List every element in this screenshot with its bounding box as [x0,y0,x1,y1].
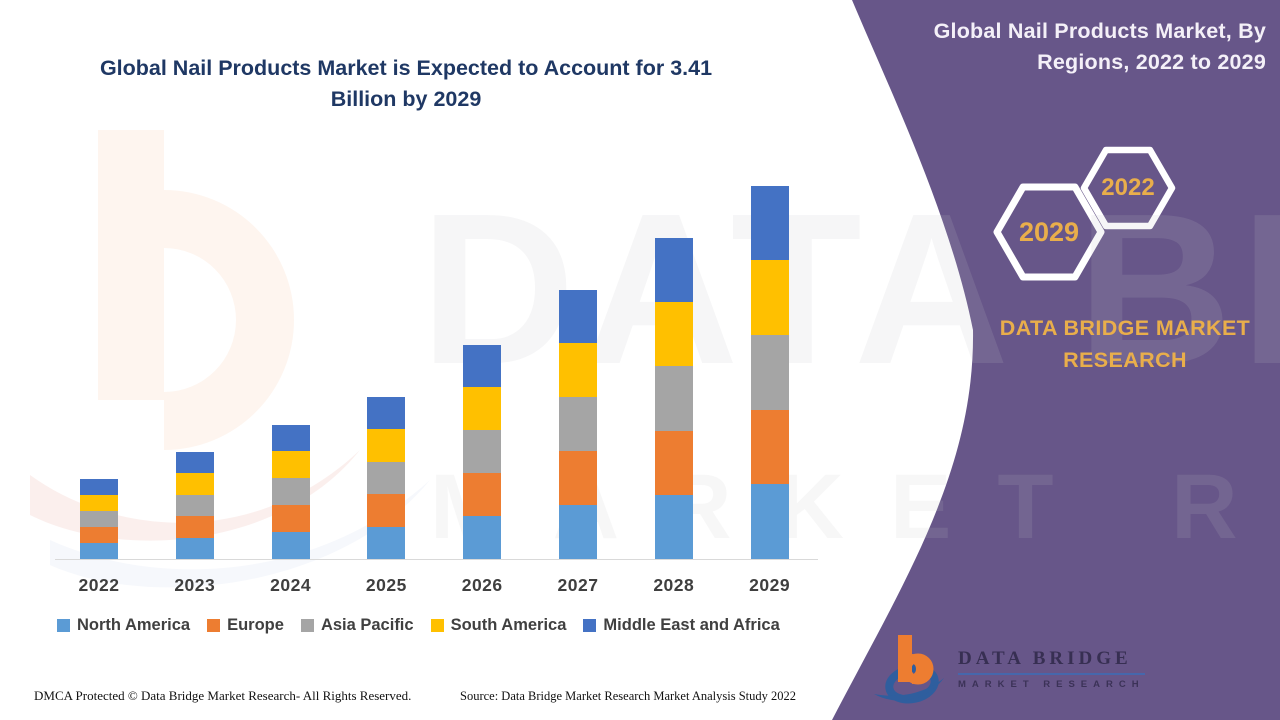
x-axis-label-2029: 2029 [749,575,791,595]
stacked-bar-2022 [80,479,118,559]
bar-segment-south-america [175,473,214,495]
legend-label: South America [450,616,567,634]
legend-item-europe: Europe [207,616,284,635]
dbmr-logo-icon [874,635,944,704]
bar-segment-europe [463,473,502,517]
bar-segment-middle-east-and-africa [559,289,597,344]
x-axis-line [55,559,818,560]
bar-segment-south-america [750,260,789,335]
bar-segment-south-america [559,343,597,398]
bar-segment-middle-east-and-africa [750,185,789,261]
stacked-bar-2023 [175,451,214,559]
dbmr-logo-divider [958,673,1145,675]
bar-segment-middle-east-and-africa [80,479,118,495]
brand-text: DATA BRIDGE MARKET RESEARCH [999,316,1251,372]
bar-segment-middle-east-and-africa [175,451,214,473]
bar-segment-north-america [559,505,597,559]
bar-segment-asia-pacific [367,461,406,495]
bar-segment-asia-pacific [463,430,502,474]
stacked-bar-2026 [463,344,502,559]
stacked-bar-2028 [654,238,693,559]
legend-swatch [430,619,444,632]
bar-segment-south-america [271,451,310,479]
legend-label: Europe [227,616,284,634]
bar-segment-north-america [750,484,789,559]
bar-segment-middle-east-and-africa [463,344,502,388]
bar-segment-north-america [175,537,214,559]
dbmr-logo-name: DATA BRIDGE [958,648,1132,669]
bar-segment-europe [750,409,789,485]
hexagon-2029-label: 2029 [1018,217,1080,247]
bar-segment-north-america [271,532,310,559]
bar-segment-europe [654,430,693,495]
legend-label: Asia Pacific [320,616,414,634]
legend-swatch [207,619,221,632]
source-text: Source: Data Bridge Market Research Mark… [460,689,797,703]
bar-segment-north-america [80,543,118,559]
bar-segment-middle-east-and-africa [367,397,406,430]
x-axis-label-2023: 2023 [174,575,216,595]
x-axis-label-2027: 2027 [557,575,599,595]
x-axis-label-2028: 2028 [653,575,695,595]
bar-segment-asia-pacific [750,334,789,410]
legend-item-south-america: South America [430,616,567,635]
bar-segment-europe [367,494,406,527]
bar-segment-middle-east-and-africa [271,424,310,452]
x-axis-label-2026: 2026 [461,575,503,595]
bar-segment-europe [80,527,118,543]
chart-legend: North America Europe Asia Pacific South Ame… [57,616,837,635]
chart-title: Global Nail Products Market is Expected … [99,56,713,111]
watermark-text-marketresearch: MARKET RESEARCH [430,456,1280,558]
x-axis-label-2025: 2025 [365,575,407,595]
bar-segment-asia-pacific [559,397,597,452]
bar-segment-south-america [654,302,693,367]
hexagon-badges [993,146,1176,281]
bar-segment-south-america [367,429,406,462]
stacked-bar-2025 [367,397,406,559]
bar-segment-asia-pacific [80,511,118,527]
legend-item-middle-east-and-africa: Middle East and Africa [583,616,780,635]
watermark-text-marketresearch-light: MARKET RESEARCH [430,456,1280,558]
dmca-text: DMCA Protected © Data Bridge Market Rese… [34,688,412,703]
bar-segment-asia-pacific [175,494,214,516]
bar-segment-north-america [463,516,502,559]
stacked-bar-2024 [271,424,310,559]
panel-title: Global Nail Products Market, By Regions,… [933,19,1266,74]
hexagon-2022-label: 2022 [1101,174,1155,201]
legend-item-north-america: North America [57,616,190,635]
bar-segment-north-america [654,494,693,559]
bar-segment-south-america [80,495,118,511]
stacked-bar-2029 [750,185,789,559]
bar-segment-asia-pacific [654,366,693,431]
x-axis-label-2022: 2022 [78,575,120,595]
bar-segment-south-america [463,387,502,431]
legend-swatch [300,619,314,632]
legend-swatch [57,619,70,632]
legend-label: North America [77,616,191,634]
bar-segment-asia-pacific [271,478,310,506]
stacked-bar-2027 [559,289,597,559]
legend-label: Middle East and Africa [603,616,780,634]
dbmr-logo: DATA BRIDGE MARKET RESEARCH [874,634,1145,704]
bar-segment-north-america [367,526,406,559]
dbmr-logo-subtitle: MARKET RESEARCH [958,679,1145,690]
bar-segment-europe [271,505,310,533]
bar-segment-europe [559,451,597,506]
bar-segment-europe [175,516,214,538]
dbmr-logo-text: DATA BRIDGE MARKET RESEARCH [958,648,1145,690]
legend-item-asia-pacific: Asia Pacific [300,616,414,635]
x-axis-label-2024: 2024 [270,575,312,595]
legend-swatch [583,619,597,632]
bar-segment-middle-east-and-africa [654,238,693,303]
